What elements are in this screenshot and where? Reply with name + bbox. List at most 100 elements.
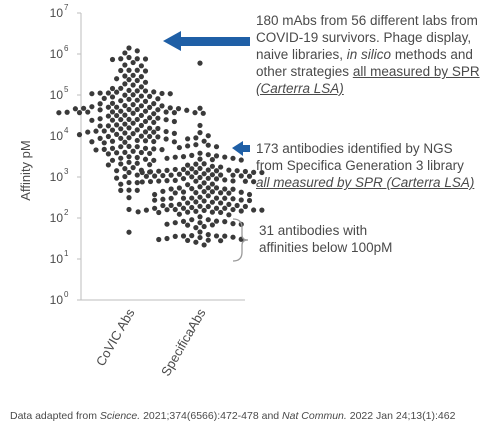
data-point <box>97 107 103 113</box>
data-point <box>126 135 132 141</box>
data-point <box>238 173 244 179</box>
data-point <box>97 90 103 96</box>
data-point <box>213 185 220 191</box>
data-point <box>56 110 62 116</box>
data-point <box>105 90 111 96</box>
data-point <box>185 162 191 168</box>
data-point <box>185 222 191 228</box>
data-point <box>118 126 124 132</box>
data-point <box>109 145 116 151</box>
data-point <box>185 143 191 149</box>
data-point <box>205 193 211 199</box>
data-point <box>109 157 116 163</box>
data-point <box>114 104 120 110</box>
data-point <box>134 144 140 150</box>
data-point <box>171 110 177 116</box>
data-point <box>122 62 128 68</box>
data-point <box>134 187 140 193</box>
data-point <box>222 219 228 225</box>
data-point <box>180 195 187 201</box>
data-point <box>151 157 157 163</box>
data-point <box>213 218 220 224</box>
data-point <box>105 162 111 168</box>
source-text: Science. <box>99 410 141 422</box>
data-point <box>168 172 174 178</box>
data-point <box>114 131 120 137</box>
data-point <box>197 105 203 111</box>
data-point <box>218 172 224 178</box>
data-point <box>167 105 173 111</box>
data-point <box>176 171 182 177</box>
data-point <box>205 142 211 148</box>
data-point <box>122 50 128 56</box>
data-point <box>230 196 236 202</box>
data-point <box>118 67 124 74</box>
data-point <box>160 196 166 202</box>
annotation-line: (Carterra LSA) <box>256 80 480 97</box>
data-point <box>126 87 132 94</box>
data-point <box>138 133 144 139</box>
y-tick-exponent: 1 <box>64 249 69 258</box>
data-point <box>172 177 178 183</box>
data-point <box>122 81 128 87</box>
data-point <box>101 128 107 134</box>
data-point <box>218 190 224 196</box>
data-point <box>185 209 191 215</box>
data-point <box>155 96 161 102</box>
data-point <box>176 185 182 191</box>
annotation-text: affinities below 100pM <box>259 240 393 255</box>
data-point <box>130 110 136 116</box>
specifica-annotation: 173 antibodies identified by NGS from Spe… <box>256 140 474 191</box>
data-point <box>109 85 116 92</box>
data-point <box>142 56 149 62</box>
data-point <box>226 212 232 218</box>
data-point <box>197 156 203 162</box>
annotation-text: naive libraries, <box>256 47 347 62</box>
data-point <box>230 206 236 213</box>
data-point <box>164 207 170 213</box>
data-point <box>134 137 140 144</box>
data-point <box>114 122 120 128</box>
data-point <box>126 179 132 186</box>
data-point <box>218 164 224 170</box>
data-point <box>205 217 211 223</box>
data-point <box>238 189 244 195</box>
data-point <box>185 200 191 206</box>
data-point <box>126 54 132 61</box>
data-point <box>251 207 257 213</box>
data-point <box>81 105 87 111</box>
data-point <box>118 85 124 91</box>
data-point <box>130 120 136 126</box>
annotation-text: (Carterra LSA) <box>256 81 344 96</box>
data-point <box>230 172 236 178</box>
data-point <box>168 202 174 208</box>
data-point <box>126 229 132 235</box>
data-point <box>213 144 220 150</box>
data-point <box>101 95 107 101</box>
data-point <box>205 167 211 173</box>
data-point <box>160 202 166 209</box>
y-tick-exponent: 0 <box>64 290 69 299</box>
data-point <box>180 233 187 239</box>
data-point <box>197 234 203 241</box>
annotation-line: 180 mAbs from 56 different labs from <box>256 12 480 29</box>
data-point <box>189 204 195 211</box>
data-point <box>185 237 191 244</box>
data-point <box>218 200 224 206</box>
data-point <box>97 123 103 129</box>
data-point <box>218 238 224 244</box>
data-point <box>197 174 203 181</box>
annotation-text: 180 mAbs from 56 different labs from <box>256 13 478 28</box>
data-point <box>163 128 169 135</box>
data-point <box>130 148 136 154</box>
data-point <box>189 195 195 201</box>
data-point <box>230 221 236 227</box>
data-point <box>97 101 103 107</box>
data-point <box>138 74 144 80</box>
data-point <box>122 173 128 180</box>
data-point <box>193 199 199 205</box>
data-point <box>197 60 203 66</box>
data-point <box>142 118 149 125</box>
data-point <box>142 88 149 94</box>
data-point <box>176 211 182 217</box>
